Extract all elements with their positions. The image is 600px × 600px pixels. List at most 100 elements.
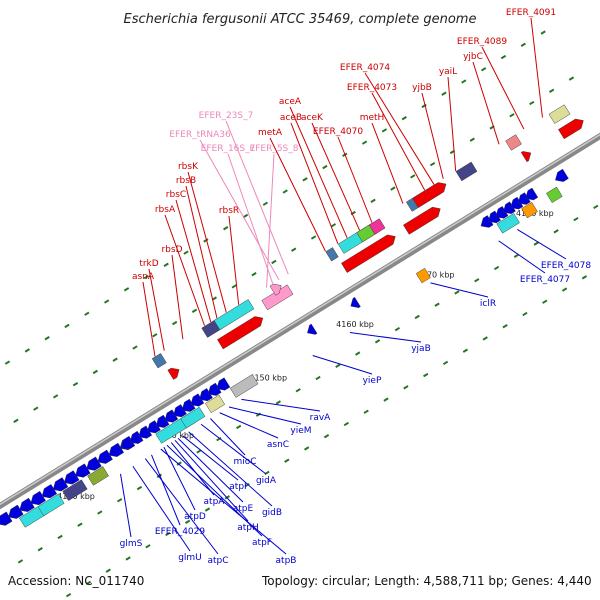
forward-label-aceB: aceB xyxy=(280,113,302,123)
tick-dash xyxy=(502,324,508,329)
reverse-label-atpE: atpE xyxy=(233,504,254,514)
tick-dash xyxy=(37,546,43,552)
forward-label-leader xyxy=(199,139,280,281)
tick-dash xyxy=(568,76,575,81)
reverse-gene xyxy=(488,210,501,224)
reverse-label-glmU: glmU xyxy=(178,553,202,563)
tick-dash xyxy=(529,100,535,106)
tick-dash xyxy=(355,351,361,356)
reverse-gene xyxy=(86,456,102,471)
tick-dash xyxy=(251,271,257,277)
reverse-gene-shape xyxy=(350,297,361,308)
reverse-gene xyxy=(480,215,494,228)
reverse-gene xyxy=(555,168,569,182)
reverse-gene-shape xyxy=(147,420,161,434)
tick-dash xyxy=(394,326,401,332)
reverse-label-leader xyxy=(210,418,246,456)
forward-gene-shape xyxy=(269,283,282,296)
tick-dash xyxy=(410,174,416,179)
reverse-gene-shape xyxy=(64,470,80,485)
reverse-label-iclR: iclR xyxy=(480,299,496,309)
forward-gene xyxy=(520,151,532,163)
reverse-gene xyxy=(19,497,35,512)
reverse-gene-shape xyxy=(555,168,569,182)
forward-label-leader xyxy=(227,153,274,284)
reverse-gene-shape xyxy=(495,206,509,219)
tick-dash xyxy=(4,360,11,365)
reverse-gene xyxy=(121,436,135,450)
reverse-gene xyxy=(207,382,222,396)
tick-dash xyxy=(271,259,277,265)
reverse-gene-shape xyxy=(510,196,524,210)
tick-dash xyxy=(275,400,281,405)
reverse-gene xyxy=(75,463,91,478)
tick-dash xyxy=(44,336,50,341)
reverse-gene-shape xyxy=(121,436,135,450)
forward-label-EFER_4091: EFER_4091 xyxy=(506,8,556,18)
tick-dash xyxy=(461,79,467,84)
reverse-gene xyxy=(229,374,259,398)
reverse-gene xyxy=(30,490,46,506)
tick-dash xyxy=(335,363,341,368)
forward-label-rbsA: rbsA xyxy=(155,205,176,215)
tick-dash xyxy=(441,91,447,96)
reverse-gene xyxy=(521,202,538,219)
tick-dash xyxy=(282,189,288,194)
tick-dash xyxy=(390,186,396,191)
reverse-label-leader xyxy=(174,439,249,522)
reverse-gene-shape xyxy=(37,493,65,517)
reverse-gene-shape xyxy=(229,374,259,398)
tick-dash xyxy=(72,382,79,387)
reverse-label-leader xyxy=(182,435,239,481)
tick-dash xyxy=(493,265,500,271)
tick-dash xyxy=(224,495,230,500)
forward-label-EFER_16S_7: EFER_16S_7 xyxy=(201,144,256,154)
forward-gene-shape xyxy=(217,316,264,350)
tick-dash xyxy=(65,592,72,598)
forward-label-asnA: asnA xyxy=(132,272,155,282)
genome-backbone xyxy=(0,132,600,510)
tick-dash xyxy=(112,357,118,362)
tick-dash xyxy=(136,485,143,491)
tick-dash xyxy=(236,424,242,430)
reverse-gene-shape xyxy=(0,511,13,526)
tick-dash xyxy=(469,137,475,142)
reverse-gene-shape xyxy=(181,398,196,412)
scale-tick-label: 4150 kbp xyxy=(249,374,287,383)
forward-label-rbsC: rbsC xyxy=(166,190,186,200)
reverse-gene xyxy=(0,511,13,526)
reverse-gene xyxy=(190,393,205,407)
tick-dash xyxy=(383,397,389,402)
tick-dash xyxy=(520,42,526,47)
map-title: Escherichia fergusonii ATCC 35469, compl… xyxy=(124,12,477,27)
forward-label-aceA: aceA xyxy=(279,97,302,107)
reverse-gene-shape xyxy=(62,479,88,501)
reverse-label-leader xyxy=(430,282,489,298)
tick-dash xyxy=(145,544,151,549)
reverse-label-leader xyxy=(241,398,321,412)
reverse-label-leader xyxy=(170,442,215,496)
tick-dash xyxy=(540,30,546,35)
reverse-label-EFER_4029: EFER_4029 xyxy=(155,527,205,537)
reverse-gene-shape xyxy=(19,497,35,512)
forward-gene-shape xyxy=(412,182,447,208)
reverse-gene xyxy=(147,420,161,434)
tick-dash xyxy=(33,406,39,411)
reverse-gene xyxy=(510,196,524,210)
reverse-gene xyxy=(64,470,80,485)
tick-dash xyxy=(13,418,19,424)
tick-dash xyxy=(593,204,599,210)
forward-gene xyxy=(368,218,386,235)
tick-dash xyxy=(370,198,376,203)
reverse-label-leader xyxy=(144,458,219,555)
reverse-label-leader xyxy=(349,332,422,343)
forward-label-EFER_4073: EFER_4073 xyxy=(347,83,397,93)
forward-gene-shape xyxy=(325,247,339,262)
accession-label: Accession: NC_011740 xyxy=(8,574,145,588)
tick-dash xyxy=(242,213,249,219)
reverse-gene-shape xyxy=(8,504,24,519)
tick-dash xyxy=(581,275,588,280)
reverse-gene-shape xyxy=(205,394,226,414)
reverse-label-leader xyxy=(177,438,244,503)
